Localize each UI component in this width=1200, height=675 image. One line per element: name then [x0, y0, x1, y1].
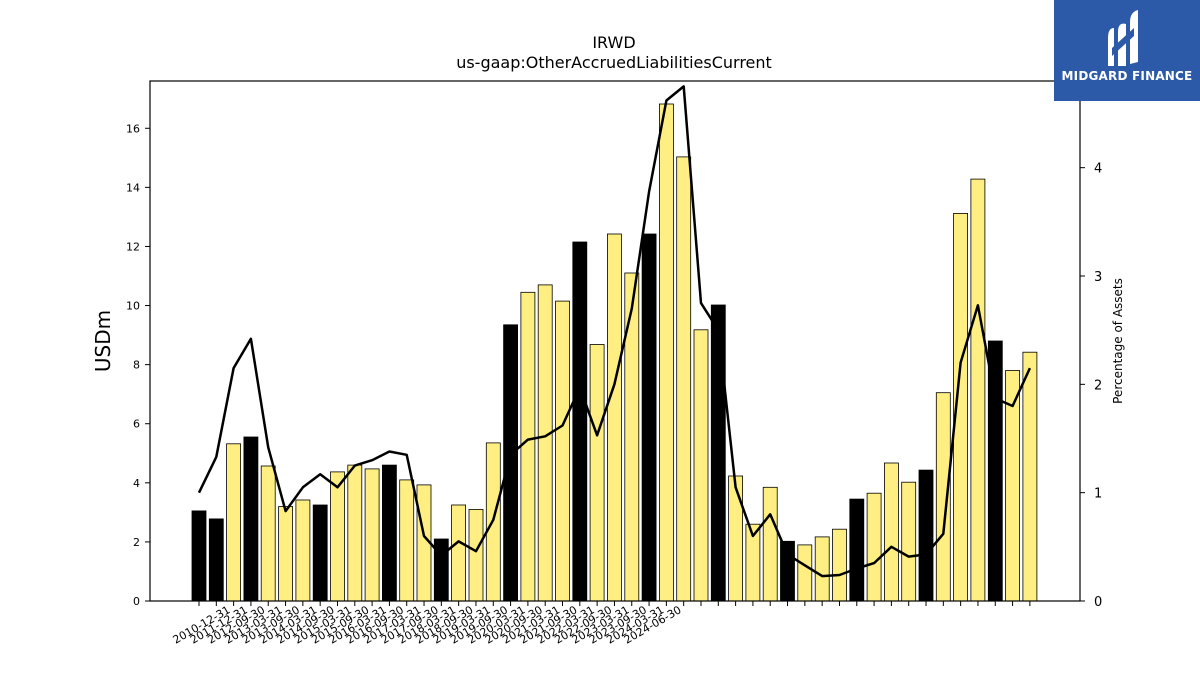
axes: 0246810121416012342010-12-312011-12-3120…: [126, 80, 1102, 647]
y-tick-label: 12: [126, 240, 140, 253]
bar: [520, 291, 536, 602]
bar: [901, 481, 917, 602]
y2-tick-label: 3: [1094, 270, 1102, 285]
bar: [780, 540, 795, 602]
y2-tick-label: 2: [1094, 378, 1102, 393]
y-tick-label: 16: [126, 122, 140, 135]
bar: [537, 284, 553, 602]
chart-subtitle: us-gaap:OtherAccruedLiabilitiesCurrent: [456, 53, 772, 72]
bar: [659, 103, 674, 602]
bar: [572, 241, 588, 602]
bar: [866, 492, 882, 602]
y-tick-label: 14: [126, 181, 140, 194]
bar: [208, 518, 224, 602]
percent-assets-line: [197, 85, 1032, 578]
bar: [624, 272, 640, 602]
bar: [589, 344, 605, 602]
bar: [797, 544, 813, 602]
logo-text: MIDGARD FINANCE: [1061, 69, 1193, 83]
y2-axis-label: Percentage of Assets: [1111, 278, 1125, 404]
y-tick-label: 10: [126, 300, 140, 313]
line-group: [197, 85, 1032, 578]
y-tick-label: 4: [133, 477, 140, 490]
bar: [191, 510, 207, 602]
bar: [295, 499, 311, 602]
bar: [451, 504, 467, 602]
plot-frame: [149, 80, 1081, 602]
bar: [226, 443, 242, 602]
bar: [918, 469, 934, 602]
brand-logo: MIDGARD FINANCE: [1054, 0, 1200, 101]
bar: [728, 475, 743, 602]
bar: [381, 464, 397, 602]
y2-tick-label: 1: [1094, 487, 1102, 502]
bar: [243, 436, 259, 602]
y-tick-label: 0: [133, 595, 140, 608]
bar: [849, 498, 865, 602]
y-tick-label: 8: [133, 359, 140, 372]
bar: [884, 462, 899, 602]
bar: [641, 233, 657, 602]
logo-mark-icon: [1108, 10, 1138, 66]
bar-group: [191, 103, 1038, 602]
bar: [814, 536, 830, 602]
bar: [260, 465, 276, 602]
bar: [364, 468, 380, 602]
bar: [762, 486, 778, 602]
bar: [503, 324, 519, 602]
bar: [330, 471, 345, 602]
bar: [468, 508, 484, 602]
bar: [607, 233, 622, 602]
bar: [278, 506, 294, 602]
bar: [987, 340, 1003, 602]
bar: [312, 504, 328, 602]
bar: [347, 464, 363, 602]
y2-tick-label: 0: [1094, 595, 1102, 610]
bar: [710, 304, 726, 602]
y-tick-label: 6: [133, 418, 140, 431]
bar: [832, 528, 847, 602]
y-tick-label: 2: [133, 536, 140, 549]
bar: [676, 156, 692, 602]
bar: [970, 178, 986, 602]
chart-title: IRWD: [592, 33, 635, 52]
y-axis-label: USDm: [91, 310, 115, 372]
bar: [399, 479, 415, 602]
y2-tick-label: 4: [1094, 162, 1102, 177]
bar: [555, 300, 570, 602]
bar: [693, 329, 709, 602]
bar: [1022, 351, 1038, 602]
